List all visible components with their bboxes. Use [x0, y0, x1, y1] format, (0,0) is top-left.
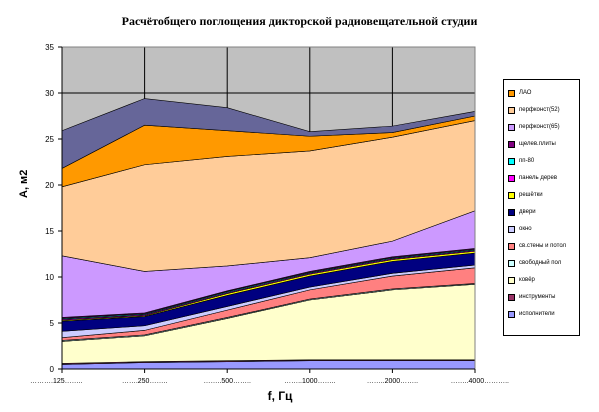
- legend-label: окно: [519, 226, 532, 232]
- legend-label: перфконст(65): [519, 124, 560, 130]
- y-tick-label: 0: [50, 365, 55, 374]
- legend-item: пп-80: [508, 156, 534, 166]
- legend-swatch: [508, 157, 515, 165]
- legend-label: св.стены и потол: [519, 243, 567, 249]
- chart-title: Расчётобщего поглощения дикторской радио…: [121, 14, 478, 28]
- legend-item: ковёр: [508, 275, 535, 285]
- legend-item: щелев.плиты: [508, 139, 556, 149]
- y-tick-label: 10: [45, 273, 54, 282]
- legend-label: инструменты: [519, 294, 556, 300]
- legend-item: панель дерев: [508, 173, 557, 183]
- legend-label: двери: [519, 209, 536, 215]
- y-tick-label: 20: [45, 181, 54, 190]
- legend-label: перфконст(52): [519, 107, 560, 113]
- legend-item: свободный пол: [508, 258, 561, 268]
- x-tick-label: ……..500……..: [203, 378, 251, 385]
- legend-item: инструменты: [508, 292, 555, 302]
- y-tick-label: 30: [45, 89, 54, 98]
- legend-swatch: [508, 106, 515, 114]
- legend-swatch: [508, 225, 515, 233]
- x-tick-label: ……….125……..: [30, 378, 83, 385]
- legend-label: свободный пол: [519, 260, 562, 266]
- legend-swatch: [508, 242, 515, 250]
- legend-item: перфконст(65): [508, 122, 560, 132]
- legend-swatch: [508, 89, 515, 97]
- legend-label: исполнители: [519, 311, 555, 317]
- legend-item: исполнители: [508, 309, 555, 319]
- legend-item: перфконст(52): [508, 105, 560, 115]
- y-tick-label: 15: [45, 227, 54, 236]
- x-axis-label: f, Гц: [267, 389, 293, 403]
- legend-swatch: [508, 191, 515, 199]
- legend-label: ЛАО: [519, 90, 532, 96]
- legend-item: св.стены и потол: [508, 241, 566, 251]
- x-tick-label: ……..4000………..: [451, 378, 509, 385]
- legend-label: решётки: [519, 192, 543, 198]
- legend-swatch: [508, 293, 515, 301]
- x-tick-label: ……..1000……..: [284, 378, 335, 385]
- legend-swatch: [508, 208, 515, 216]
- x-tick-label: …….250……..: [122, 378, 168, 385]
- y-axis-label: A, м2: [18, 169, 30, 198]
- legend-swatch: [508, 276, 515, 284]
- legend-label: панель дерев: [519, 175, 558, 181]
- legend-swatch: [508, 310, 515, 318]
- legend-swatch: [508, 259, 515, 267]
- legend-item: ЛАО: [508, 88, 531, 98]
- x-tick-label: ……..2000……..: [367, 378, 418, 385]
- legend: ЛАО перфконст(52) перфконст(65) щелев.плиты…: [503, 79, 580, 336]
- legend-item: решётки: [508, 190, 543, 200]
- axes: [58, 46, 476, 373]
- legend-label: ковёр: [519, 277, 535, 283]
- tick-labels: 0 5 10 15 20 25 30 35 ……….125…….. …….250…….. ……..5…: [30, 43, 509, 385]
- y-tick-label: 25: [45, 135, 54, 144]
- legend-swatch: [508, 140, 515, 148]
- legend-swatch: [508, 123, 515, 131]
- legend-label: щелев.плиты: [519, 141, 556, 147]
- legend-item: двери: [508, 207, 536, 217]
- stacked-areas: [61, 98, 476, 370]
- legend-item: окно: [508, 224, 532, 234]
- y-tick-label: 35: [45, 43, 54, 52]
- legend-swatch: [508, 174, 515, 182]
- legend-label: пп-80: [519, 158, 535, 164]
- y-tick-label: 5: [50, 319, 55, 328]
